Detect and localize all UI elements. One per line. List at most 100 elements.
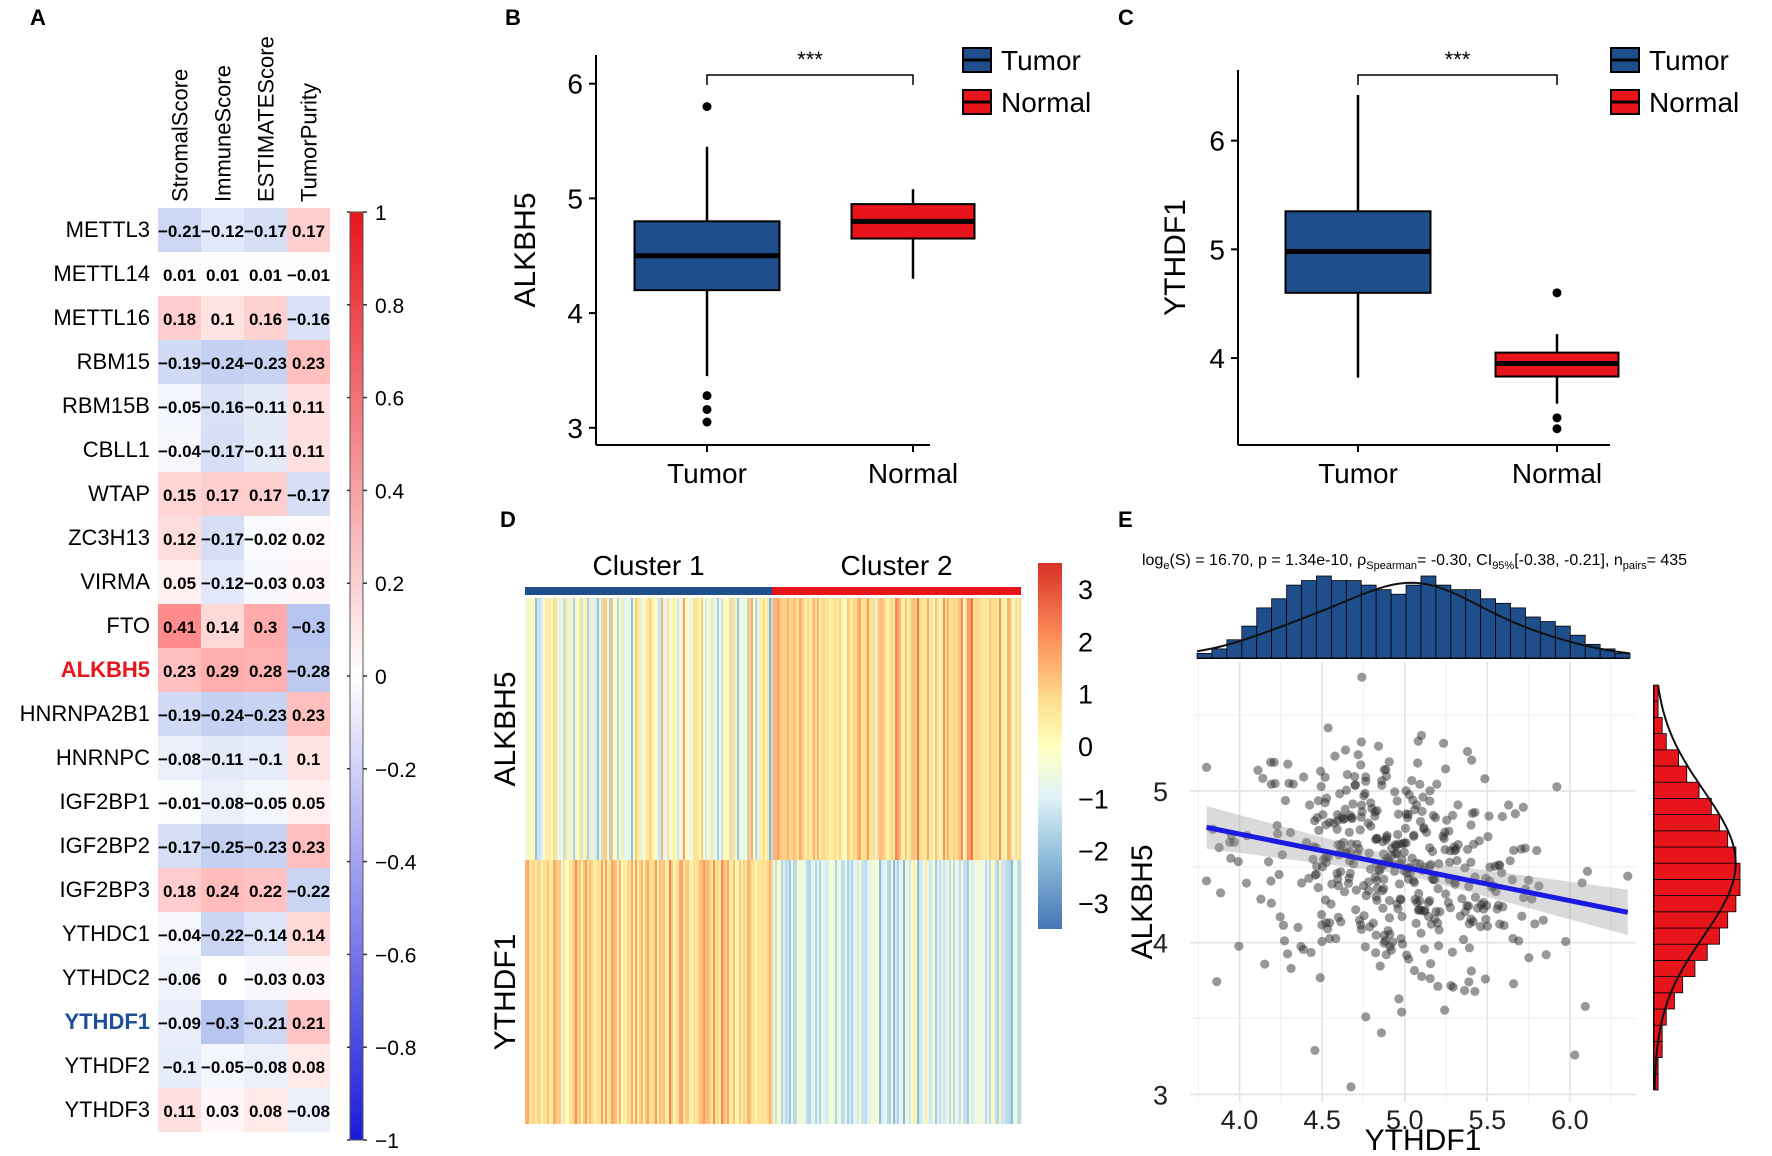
heatmap-column [989,860,992,1124]
heatmap-cell [201,1000,244,1044]
scatter-point [1393,829,1403,840]
histogram-bar [1211,648,1228,659]
heatmap-cell [287,692,330,736]
scatter-point [1397,911,1407,922]
colorbar-tick-label: 1 [1078,680,1093,710]
heatmap-column [811,860,814,1124]
heatmap-column [607,598,610,860]
cell-value: −0.24 [201,706,245,725]
heatmap-column [779,598,782,860]
heatmap-cell [244,384,287,428]
heatmap-column [683,860,686,1124]
cell-value: −0.25 [201,838,244,857]
scatter-point [1476,899,1486,910]
heatmap-column [857,598,860,860]
scatter-point [1410,805,1420,815]
heatmap-column [723,860,726,1124]
row-label: CBLL1 [83,437,150,462]
heatmap-column [865,860,868,1124]
heatmap-cell [158,604,201,648]
cell-value: 0.08 [249,1102,282,1121]
scatter-point [1216,888,1226,898]
cell-value: −0.08 [158,750,201,769]
heatmap-column [645,860,648,1124]
heatmap-column [941,860,944,1124]
scatter-point [1201,876,1212,886]
scatter-point [1392,899,1402,909]
cell-value: 0.22 [249,882,282,901]
cluster-label: Cluster 2 [840,550,952,581]
scatter-point [1384,757,1394,767]
heatmap-column [873,860,876,1124]
heatmap-column [653,598,656,860]
scatter-point [1312,861,1322,871]
scatter-point [1374,864,1384,874]
heatmap-column [797,598,800,860]
heatmap-column [657,860,660,1124]
heatmap-cell [158,648,201,692]
row-label: METTL16 [53,305,150,330]
scatter-point [1414,904,1424,914]
cell-value: 0.14 [292,926,326,945]
heatmap-column [583,598,586,860]
scatter-point [1368,918,1378,928]
heatmap-cell [158,824,201,868]
scatter-point [1304,873,1314,884]
scatter-point [1413,758,1423,768]
row-label: YTHDF1 [64,1009,150,1034]
heatmap-column [961,598,964,860]
histogram-bar [1360,584,1377,659]
heatmap-column [769,860,772,1124]
row-label: IGF2BP1 [60,789,150,814]
heatmap-column [701,860,704,1124]
scatter-point [1480,974,1491,984]
row-label: YTHDF2 [64,1053,150,1078]
x-tick-label: 4.0 [1221,1105,1259,1135]
scatter-point [1428,874,1438,884]
scatter-point [1476,922,1486,932]
heatmap-column [959,860,962,1124]
y-tick-label: 5 [1153,777,1168,807]
heatmap-column [943,598,946,860]
heatmap-column [939,860,942,1124]
heatmap-column [1005,598,1008,860]
heatmap-column [919,860,922,1124]
heatmap-column [581,860,584,1124]
heatmap-column [773,598,776,860]
heatmap-cell [244,692,287,736]
scatter-point [1280,795,1291,806]
scatter-point [1397,939,1408,949]
cell-value: 0.29 [206,662,239,681]
cell-value: −0.16 [287,310,330,329]
heatmap-column [911,598,914,860]
heatmap-column [695,860,698,1124]
heatmap-column [1011,860,1014,1124]
scatter-point [1386,850,1397,861]
cell-value: 0.17 [292,222,325,241]
x-tick-label: 4.5 [1303,1105,1341,1135]
scatter-point [1311,869,1321,879]
heatmap-column [901,860,904,1124]
scatter-point [1449,842,1459,852]
heatmap-cell [287,516,330,560]
heatmap-column [917,598,920,860]
heatmap-column [715,860,718,1124]
scatter-point [1379,874,1389,885]
heatmap-cell [158,428,201,472]
colorbar-tick-label: −0.4 [375,852,417,875]
heatmap-column [615,860,618,1124]
heatmap-column [697,598,700,860]
heatmap-column [563,598,566,860]
scatter-point [1520,843,1530,853]
heatmap-column [735,860,738,1124]
heatmap-column [627,860,630,1124]
heatmap-column [755,598,758,860]
scatter-point [1371,833,1382,844]
heatmap-column [699,598,702,860]
heatmap-column [829,860,832,1124]
plot-background [1190,662,1636,1102]
cell-value: −0.19 [158,706,201,725]
heatmap-column [723,598,726,860]
heatmap-column [615,598,618,860]
cell-value: 0.12 [163,530,196,549]
